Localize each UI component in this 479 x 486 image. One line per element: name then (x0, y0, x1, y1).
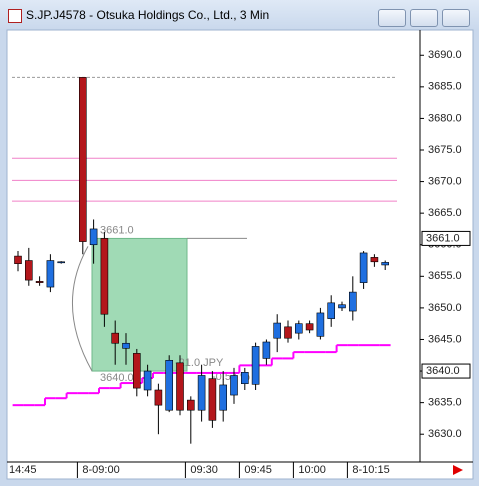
x-tick-label: 09:45 (244, 464, 272, 476)
price-marker-label: 3640.0 (426, 365, 460, 377)
candle-body (46, 260, 55, 288)
candle-body (35, 281, 44, 283)
measure-bottom-label: 3640.0 (100, 372, 134, 384)
y-tick-label: 3635.0 (428, 397, 462, 409)
candle-body (79, 77, 87, 242)
x-tick-label: 10:00 (298, 464, 326, 476)
candle-body (359, 252, 368, 283)
candle-body (89, 228, 98, 246)
x-tick-label: 14:45 (9, 464, 37, 476)
measure-top-label: 3661.0 (100, 224, 134, 236)
y-tick-label: 3650.0 (428, 302, 462, 314)
candle-body (348, 291, 357, 312)
title-bar: S.JP.J4578 - Otsuka Holdings Co., Ltd., … (0, 0, 479, 30)
y-tick-label: 3680.0 (428, 112, 462, 124)
maximize-button[interactable] (410, 9, 438, 27)
scroll-arrow-tail[interactable] (453, 468, 457, 472)
measure-arc (72, 246, 93, 372)
y-tick-label: 3665.0 (428, 207, 462, 219)
candle-body (176, 362, 184, 411)
y-tick-label: 3630.0 (428, 428, 462, 440)
candle-body (370, 257, 379, 263)
app-icon (8, 9, 22, 23)
candle-body (316, 312, 325, 337)
candle-body (187, 399, 195, 411)
scroll-arrow[interactable] (453, 465, 463, 475)
candle-body (24, 260, 33, 281)
candle-body (208, 378, 217, 421)
chart-frame (6, 29, 474, 480)
candle-body (294, 323, 303, 334)
y-tick-label: 3690.0 (428, 49, 462, 61)
price-marker-label: 3661.0 (426, 232, 460, 244)
candle-body (230, 375, 238, 396)
x-tick-label: 8-10:15 (352, 464, 389, 476)
y-tick-label: 3670.0 (428, 175, 462, 187)
candle-body (262, 341, 271, 359)
price-marker-box (421, 363, 471, 379)
minimize-button[interactable] (378, 9, 406, 27)
candle-body (327, 302, 336, 319)
candle-body (111, 332, 119, 344)
candle-body (154, 389, 163, 406)
candle-body (197, 375, 206, 411)
price-marker-box (421, 230, 471, 246)
candle-body (241, 372, 249, 384)
candle-body (165, 360, 173, 411)
candle-body (273, 322, 282, 339)
candle-body (338, 304, 346, 309)
candle-body (14, 255, 22, 264)
x-tick-label: 8-09:00 (82, 464, 119, 476)
candle-body (305, 323, 314, 331)
candle-body (219, 384, 227, 411)
candle-body (122, 342, 130, 349)
x-tick-label: 09:30 (190, 464, 218, 476)
y-tick-label: 3655.0 (428, 270, 462, 282)
candle-body (100, 238, 109, 315)
candle-body (143, 370, 152, 391)
candle-body (57, 261, 66, 264)
y-tick-label: 3675.0 (428, 144, 462, 156)
y-tick-label: 3685.0 (428, 81, 462, 93)
window-title: S.JP.J4578 - Otsuka Holdings Co., Ltd., … (26, 8, 270, 22)
close-button[interactable] (442, 9, 470, 27)
candle-body (284, 326, 292, 339)
y-tick-label: 3645.0 (428, 333, 462, 345)
candle-body (251, 346, 260, 385)
candle-body (133, 353, 141, 389)
candle-body (381, 262, 390, 266)
measure-change-label: -21.0 JPY (175, 357, 224, 369)
